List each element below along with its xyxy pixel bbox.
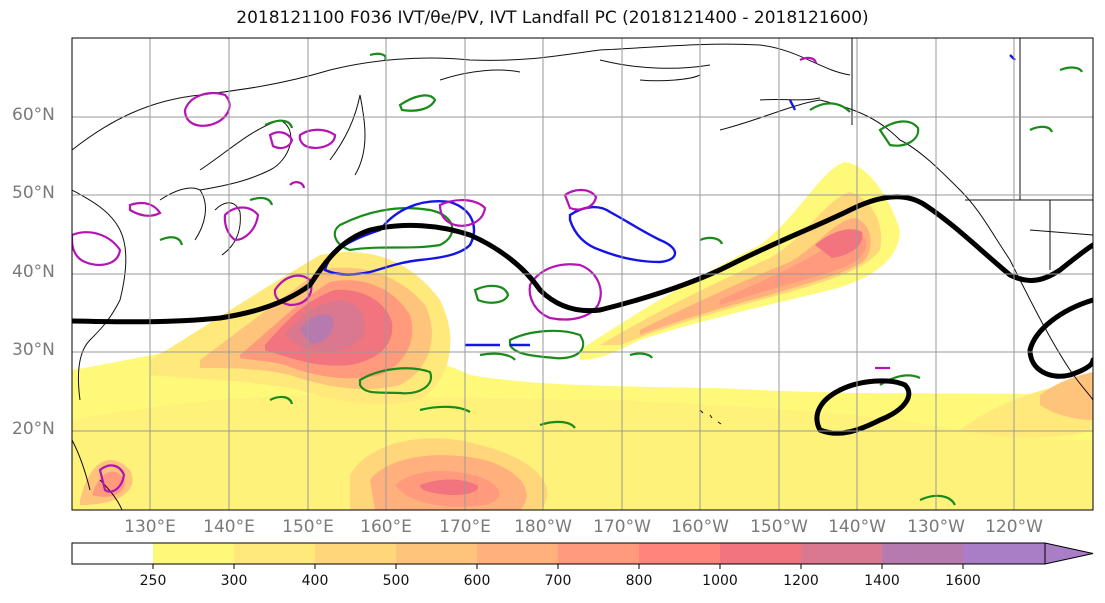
lat-label-50n: 50°N <box>12 183 55 203</box>
colorbar-label-400: 400 <box>301 573 329 589</box>
colorbar-label-800: 800 <box>625 573 653 589</box>
lon-label-120w: 120°W <box>985 517 1043 537</box>
map-title: 2018121100 F036 IVT/θe/PV, IVT Landfall … <box>236 8 869 28</box>
colorbar-label-700: 700 <box>544 573 572 589</box>
colorbar-label-1600: 1600 <box>945 573 981 589</box>
lon-label-130e: 130°E <box>124 517 176 537</box>
lon-label-130w: 130°W <box>907 517 965 537</box>
lon-label-170e: 170°E <box>439 517 491 537</box>
pv-contours-magenta <box>72 56 890 493</box>
colorbar-label-1400: 1400 <box>864 573 900 589</box>
graticule <box>72 38 1093 510</box>
colorbar-label-600: 600 <box>463 573 491 589</box>
lat-label-60n: 60°N <box>12 105 55 125</box>
colorbar-label-250: 250 <box>139 573 167 589</box>
lon-label-140w: 140°W <box>828 517 886 537</box>
lon-label-140e: 140°E <box>203 517 255 537</box>
borders <box>851 38 1093 270</box>
colorbar-label-1000: 1000 <box>702 573 738 589</box>
theta-e-contour <box>72 194 1093 436</box>
lon-label-180w: 180°W <box>514 517 572 537</box>
colorbar <box>71 542 1094 569</box>
lon-label-150e: 150°E <box>282 517 334 537</box>
map-frame <box>71 37 1094 511</box>
colorbar-label-1200: 1200 <box>783 573 819 589</box>
ivt-filled-contours <box>72 162 1093 510</box>
lat-label-20n: 20°N <box>12 419 55 439</box>
lon-label-160e: 160°E <box>360 517 412 537</box>
lon-label-160w: 160°W <box>671 517 729 537</box>
lon-label-170w: 170°W <box>593 517 651 537</box>
lat-label-40n: 40°N <box>12 262 55 282</box>
lat-label-30n: 30°N <box>12 340 55 360</box>
colorbar-extend-arrow <box>1044 542 1094 565</box>
colorbar-label-500: 500 <box>382 573 410 589</box>
colorbar-label-300: 300 <box>220 573 248 589</box>
pv-contours-green <box>159 52 1084 506</box>
map-plot-area <box>72 38 1093 510</box>
lon-label-150w: 150°W <box>750 517 808 537</box>
